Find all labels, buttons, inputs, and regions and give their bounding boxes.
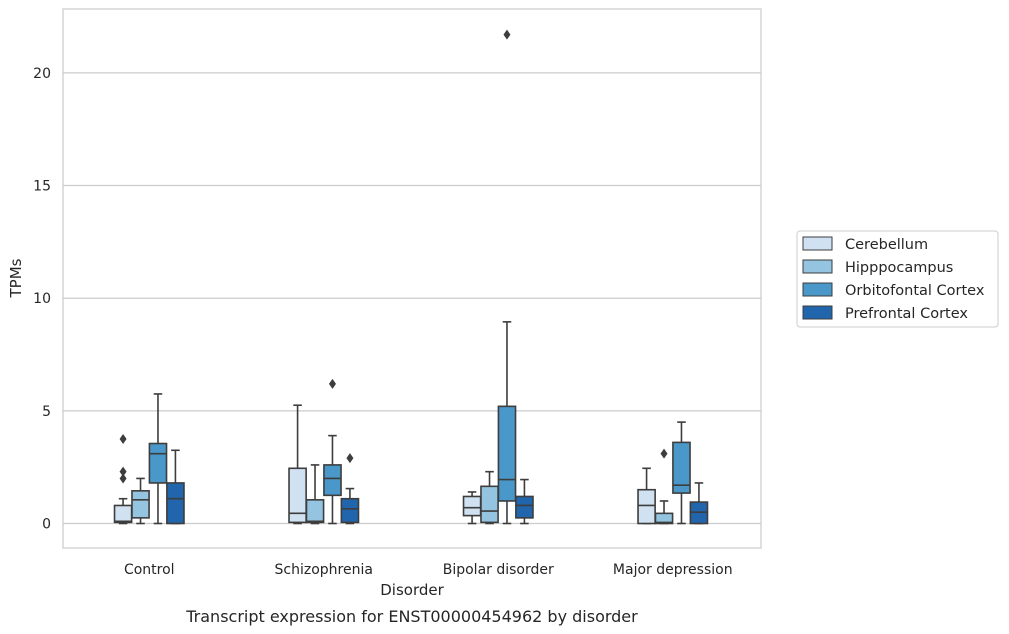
box-2-1 (323, 378, 342, 525)
legend-items: Cerebellum Hipppocampus Orbitofontal Corte… (802, 236, 985, 322)
box-2-2 (497, 29, 517, 525)
box-0-0 (113, 434, 133, 525)
legend-frame (796, 230, 999, 328)
box-1-3 (654, 448, 674, 525)
box-rect (515, 495, 534, 519)
box-rect (113, 504, 133, 524)
box-rect (131, 490, 150, 519)
y-tick-label-20: 20 (33, 66, 51, 82)
outlier-0 (503, 29, 511, 40)
y-tick-label-5: 5 (42, 404, 51, 420)
box-0-1 (288, 404, 307, 525)
box-3-0 (166, 449, 185, 525)
x-tick-label-1: Schizophrenia (275, 562, 373, 578)
legend: Cerebellum Hipppocampus Orbitofontal Corte… (796, 230, 999, 328)
box-rect (654, 512, 674, 525)
x-tick-label-2: Bipolar disorder (443, 562, 554, 578)
box-2-3 (672, 421, 691, 525)
legend-swatch (802, 259, 833, 274)
outlier-0 (328, 378, 336, 389)
x-tick-label-0: Control (124, 562, 175, 578)
box-rect (288, 467, 307, 524)
y-tick-label-15: 15 (33, 179, 51, 195)
box-rect (480, 485, 499, 524)
grid-lines (63, 72, 761, 525)
box-0-2 (462, 491, 482, 525)
box-0-3 (637, 467, 656, 525)
x-tick-label-3: Major depression (613, 562, 733, 578)
y-axis-ticks: 0 5 10 15 20 (33, 66, 51, 533)
box-1-0 (131, 477, 150, 525)
legend-item-0: Cerebellum (802, 236, 928, 253)
y-axis-label: TPMs (7, 258, 25, 298)
legend-item-2: Orbitofontal Cortex (802, 282, 985, 299)
outlier-0 (346, 453, 354, 464)
box-rect (166, 482, 185, 525)
legend-label: Prefrontal Cortex (845, 306, 968, 322)
box-rect (340, 497, 360, 524)
x-axis-ticks: Control Schizophrenia Bipolar disorder Majo… (124, 562, 733, 578)
box-rect (637, 488, 656, 525)
box-rect (148, 442, 168, 484)
box-rect (462, 495, 482, 517)
box-rect (305, 499, 325, 524)
box-3-3 (689, 482, 709, 525)
box-rect (323, 464, 342, 497)
x-axis-label: Disorder (380, 581, 444, 599)
box-series-layer (113, 29, 709, 525)
y-tick-label-0: 0 (42, 517, 51, 533)
outlier-0 (660, 448, 668, 459)
legend-swatch (802, 236, 833, 251)
box-3-2 (515, 478, 534, 525)
legend-swatch (802, 305, 833, 320)
legend-label: Orbitofontal Cortex (845, 283, 985, 299)
legend-item-1: Hipppocampus (802, 259, 953, 276)
legend-swatch (802, 282, 833, 297)
outlier-1 (119, 466, 127, 477)
box-rect (497, 405, 517, 502)
legend-label: Cerebellum (845, 237, 928, 253)
box-2-0 (148, 393, 168, 525)
chart-caption: Transcript expression for ENST0000045496… (185, 607, 638, 626)
box-1-2 (480, 470, 499, 525)
legend-label: Hipppocampus (845, 260, 953, 276)
outlier-0 (119, 473, 127, 484)
outlier-2 (119, 434, 127, 445)
plot-area-frame (62, 8, 762, 549)
legend-item-3: Prefrontal Cortex (802, 305, 968, 322)
box-rect (672, 441, 691, 494)
y-tick-label-10: 10 (33, 291, 51, 307)
box-1-1 (305, 464, 325, 525)
box-3-1 (340, 453, 360, 525)
